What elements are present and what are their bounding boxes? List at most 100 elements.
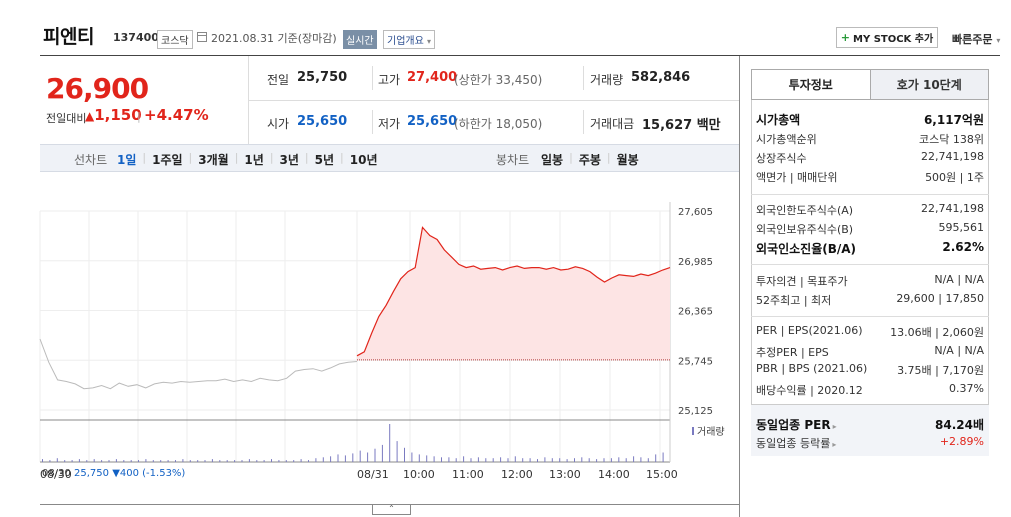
info-value: N/A | N/A [934,273,984,286]
volume-bar [308,460,309,462]
peer-change-link[interactable]: 동일업종 등락률 ▸ [756,435,836,451]
volume-bar [263,460,265,462]
period-tab[interactable]: 3년 [279,153,299,167]
volume-bar [633,456,635,462]
volume-bar [470,458,472,462]
chevron-down-icon: ▾ [427,37,432,46]
volume-bar [455,458,457,462]
quick-order-button[interactable]: 빠른주문 ▾ [952,31,1000,47]
volume-bar [248,459,250,462]
info-row: 액면가 | 매매단위 500원 | 1주 [756,169,984,185]
tab-order-book[interactable]: 호가 10단계 [870,70,988,99]
info-label: 상장주식수 [756,152,807,165]
volume-bar [78,459,80,462]
tab-investment-info[interactable]: 투자정보 [752,70,871,99]
volume-bar [500,457,502,463]
period-bar [40,144,739,172]
volume-bar [108,460,110,462]
info-label: 외국인한도주식수(A) [756,204,854,217]
volume-bar [64,460,66,462]
header-divider [40,55,1000,56]
divider [751,316,989,317]
info-value: 코스닥 138위 [919,133,984,146]
peer-change-value: +2.89% [939,435,984,448]
y-tick-label: 27,605 [678,207,713,218]
line-chart-label: 선차트 [74,153,108,167]
candle-tab[interactable]: 일봉 [541,153,564,167]
lower-limit: (하한가 18,050) [454,117,543,131]
info-value: 22,741,198 [921,150,984,163]
amount-label: 거래대금 [590,117,635,131]
volume-bar [426,455,428,462]
prev-close-value: 25,750 [297,70,348,85]
chevron-down-icon: ▾ [996,36,1001,45]
volume-bar [603,458,605,462]
info-row: 상장주식수 22,741,198 [756,150,984,166]
info-label: 액면가 | 매매단위 [756,171,838,184]
volume-bar [640,457,642,463]
add-mystock-button[interactable]: + MY STOCK 추가 [836,27,938,48]
separator: | [304,151,309,164]
company-overview-dropdown[interactable]: 기업개요 ▾ [383,30,436,49]
volume-bar [182,459,184,462]
volume-legend-swatch [692,427,694,435]
calendar-icon [197,32,207,42]
info-label: PBR | BPS (2021.06) [756,362,868,375]
peer-summary [751,404,989,456]
up-triangle-icon: ▲ [85,109,95,123]
volume-bar [507,458,509,462]
company-overview-label: 기업개요 [387,36,424,47]
separator: | [606,151,611,164]
volume-bar [145,459,147,462]
info-label: 시가총액 [756,113,801,127]
volume-bar [337,454,339,462]
prev-close-label: 전일 [267,73,290,87]
x-axis-labels: 08/30 08/31 10:00 11:00 12:00 13:00 14:00 15:00 [40,468,678,481]
volume-bar [226,460,228,462]
volume-bar [566,459,568,462]
period-tab[interactable]: 3개월 [198,153,229,167]
volume-bar [625,458,627,462]
volume-bar [160,460,162,462]
volume-bar [492,458,494,462]
period-tab[interactable]: 1일 [117,153,137,167]
stock-name: 피엔티 [43,26,94,48]
candle-tab[interactable]: 주봉 [578,153,601,167]
upper-limit: (상한가 33,450) [454,73,543,87]
chevron-up-icon: ⌃ [388,504,395,513]
change-label: 전일대비 [46,112,87,125]
today-price-line [356,226,671,357]
collapse-chart-button[interactable]: ⌃ [372,505,411,515]
volume-bar [418,454,420,462]
separator: | [234,151,239,164]
period-tab[interactable]: 1년 [244,153,264,167]
peer-per-label: 동일업종 PER [756,418,831,432]
volume-bar [234,460,236,462]
info-value: 2.62% [942,240,984,254]
y-tick-label: 26,365 [678,307,713,318]
volume-bar [655,454,657,462]
candle-tab[interactable]: 월봉 [616,153,639,167]
high-label: 고가 [378,73,401,87]
volume-bar [559,458,561,462]
volume-bar [433,456,435,462]
period-tab[interactable]: 5년 [314,153,335,167]
volume-bar [529,458,531,462]
peer-per-link[interactable]: 동일업종 PER ▸ [756,416,837,433]
info-label: 외국인보유주식수(B) [756,223,854,236]
info-row: 배당수익률 | 2020.12 0.37% [756,382,984,398]
info-label: 추정PER | EPS [756,346,829,359]
low-label: 저가 [378,117,401,131]
volume-bar [544,457,546,463]
period-tab[interactable]: 1주일 [152,153,183,167]
y-tick-label: 25,745 [678,356,713,367]
volume-bar [610,458,612,462]
period-tab[interactable]: 10년 [349,153,378,167]
volume-bar [175,460,176,462]
info-row: PBR | BPS (2021.06) 3.75배 | 7,170원 [756,362,984,378]
info-row: 외국인보유주식수(B) 595,561 [756,221,984,237]
volume-bar [618,457,620,463]
volume-bar [352,453,354,462]
realtime-button[interactable]: 실시간 [343,30,377,49]
